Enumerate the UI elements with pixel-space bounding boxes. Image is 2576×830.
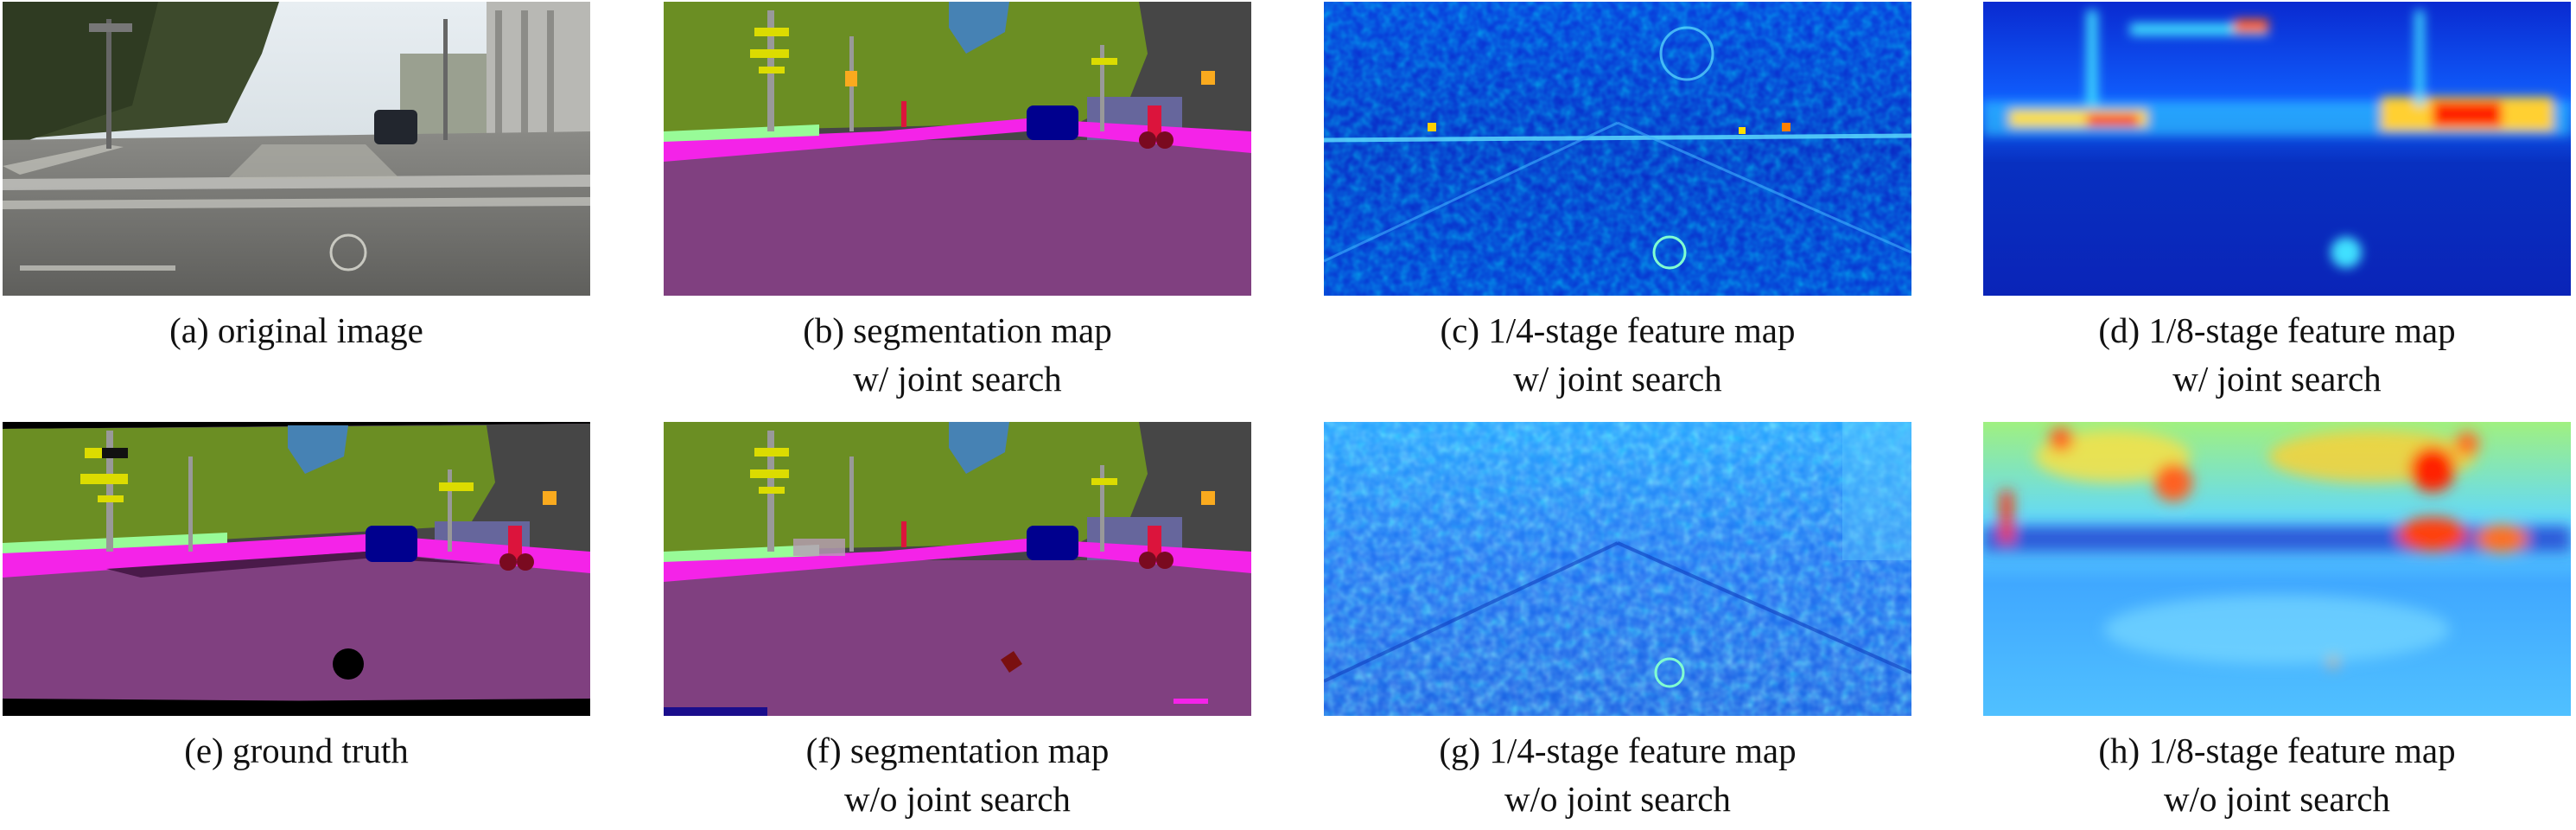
segmentation-map-no-joint xyxy=(664,422,1251,716)
panel-d: (d) 1/8-stage feature map w/ joint searc… xyxy=(1983,2,2571,403)
feature-map-quarter-joint xyxy=(1324,2,1911,296)
caption-d: (d) 1/8-stage feature map w/ joint searc… xyxy=(1983,306,2571,403)
original-image xyxy=(3,2,590,296)
caption-b: (b) segmentation map w/ joint search xyxy=(664,306,1251,403)
caption-line1: (e) ground truth xyxy=(184,731,409,770)
caption-line1: (h) 1/8-stage feature map xyxy=(2098,731,2456,770)
feature-map-eighth-joint xyxy=(1983,2,2571,296)
caption-line2: w/ joint search xyxy=(1513,359,1722,399)
caption-f: (f) segmentation map w/o joint search xyxy=(664,726,1251,823)
panel-h: (h) 1/8-stage feature map w/o joint sear… xyxy=(1983,422,2571,823)
caption-line2: w/o joint search xyxy=(2164,779,2390,819)
caption-line1: (b) segmentation map xyxy=(803,310,1112,350)
caption-line2: w/o joint search xyxy=(1504,779,1731,819)
panel-f: (f) segmentation map w/o joint search xyxy=(664,422,1251,823)
panel-a: (a) original image xyxy=(3,2,590,354)
caption-h: (h) 1/8-stage feature map w/o joint sear… xyxy=(1983,726,2571,823)
caption-line1: (g) 1/4-stage feature map xyxy=(1439,731,1797,770)
caption-line2: w/ joint search xyxy=(853,359,1062,399)
feature-map-eighth-no-joint xyxy=(1983,422,2571,716)
caption-g: (g) 1/4-stage feature map w/o joint sear… xyxy=(1324,726,1911,823)
panel-e: (e) ground truth xyxy=(3,422,590,775)
panel-g: (g) 1/4-stage feature map w/o joint sear… xyxy=(1324,422,1911,823)
caption-line1: (f) segmentation map xyxy=(805,731,1110,770)
segmentation-map-joint xyxy=(664,2,1251,296)
ground-truth-map xyxy=(3,422,590,716)
caption-line1: (a) original image xyxy=(169,310,423,350)
panel-c: (c) 1/4-stage feature map w/ joint searc… xyxy=(1324,2,1911,403)
caption-line1: (c) 1/4-stage feature map xyxy=(1440,310,1796,350)
feature-map-quarter-no-joint xyxy=(1324,422,1911,716)
caption-c: (c) 1/4-stage feature map w/ joint searc… xyxy=(1324,306,1911,403)
caption-line2: w/o joint search xyxy=(844,779,1071,819)
caption-a: (a) original image xyxy=(3,306,590,354)
caption-line1: (d) 1/8-stage feature map xyxy=(2098,310,2456,350)
caption-e: (e) ground truth xyxy=(3,726,590,775)
caption-line2: w/ joint search xyxy=(2172,359,2382,399)
panel-b: (b) segmentation map w/ joint search xyxy=(664,2,1251,403)
